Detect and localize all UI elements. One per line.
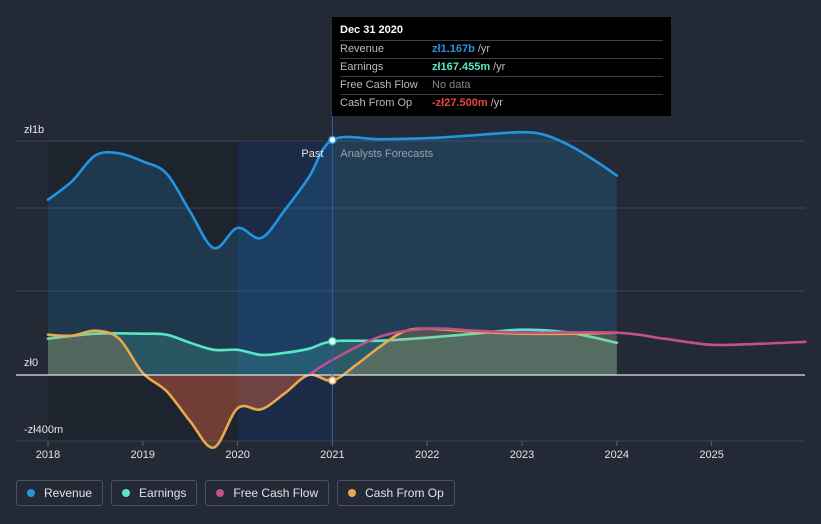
tooltip-date: Dec 31 2020 [340,24,403,36]
x-tick-label: 2020 [225,449,249,461]
legend-label: Cash From Op [365,486,444,500]
tooltip-key: Revenue [340,43,385,55]
tooltip-value: -zł27.500m [432,97,488,109]
y-axis-label: -zł400m [24,424,63,436]
x-tick-label: 2019 [131,449,155,461]
tooltip-unit: /yr [490,97,503,109]
x-tick-label: 2018 [36,449,60,461]
tooltip-key: Cash From Op [340,97,413,109]
x-tick-label: 2021 [320,449,344,461]
revenue-line [46,130,619,250]
earnings-marker [328,337,337,346]
tooltip-value: No data [432,79,471,91]
tooltip-unit: /yr [477,43,491,55]
legend-label: Free Cash Flow [233,486,319,500]
cash-from-op-dot-icon [348,489,357,497]
tooltip-row-cash-from-op: Cash From Op -zł27.500m /yr [340,94,663,112]
tooltip-row-earnings: Earnings zł167.455m /yr [340,58,663,76]
revenue-marker [328,135,337,145]
legend-label: Earnings [139,486,187,500]
earnings-dot-icon [122,489,131,497]
past-label: Past [301,148,323,160]
legend-earnings-button[interactable]: Earnings [111,480,198,506]
tooltip-key: Free Cash Flow [340,79,418,91]
x-tick-label: 2022 [415,449,439,461]
chart-legend: Revenue Earnings Free Cash Flow Cash Fro… [16,480,455,506]
x-tick-label: 2023 [510,449,534,461]
x-tick-label: 2024 [605,449,629,461]
legend-revenue-button[interactable]: Revenue [16,480,104,506]
y-axis-label: zł1b [24,124,44,136]
legend-free-cash-flow-button[interactable]: Free Cash Flow [205,480,330,506]
tooltip-value: zł167.455m [432,61,491,73]
tooltip-row-revenue: Revenue zł1.167b /yr [340,40,663,58]
y-axis-label: zł0 [24,357,38,369]
cash-from-op-marker [328,376,337,385]
tooltip-unit: /yr [493,61,506,73]
cash-from-op-area [48,328,617,448]
tooltip-key: Earnings [340,61,384,73]
tooltip-row-free-cash-flow: Free Cash Flow No data [340,76,663,94]
legend-cash-from-op-button[interactable]: Cash From Op [337,480,455,506]
free-cash-flow-line [307,327,807,377]
data-tooltip: Dec 31 2020 Revenue zł1.167b /yr Earning… [332,17,671,116]
tooltip-value: zł1.167b [432,43,475,55]
x-tick-label: 2025 [699,449,723,461]
cash-from-op-negative-area [48,375,617,441]
free-cash-flow-dot-icon [216,489,225,497]
revenue-dot-icon [27,489,35,497]
legend-label: Revenue [44,486,93,500]
forecast-label: Analysts Forecasts [340,148,433,160]
